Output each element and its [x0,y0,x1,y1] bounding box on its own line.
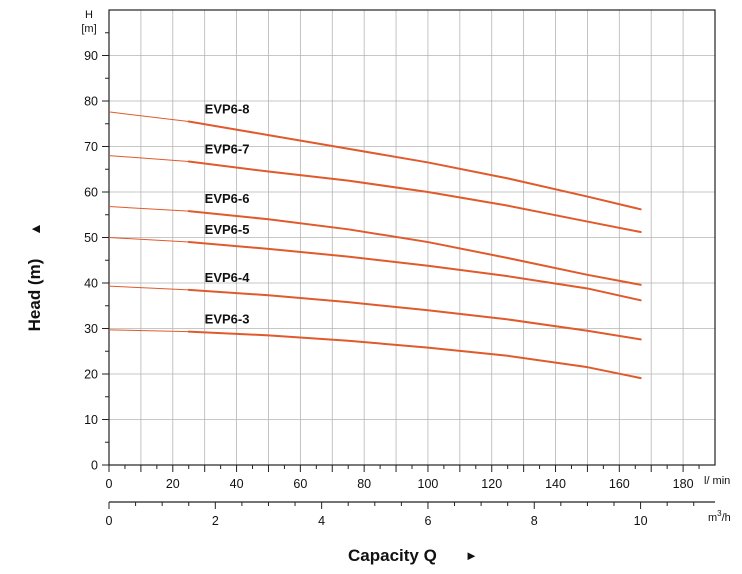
series-line [187,241,642,302]
x-axis-title: Capacity Q [348,546,437,565]
x-tick-label-lmin: 40 [230,477,244,491]
x-axis-title-arrow: ► [465,548,478,563]
series-line [187,120,642,211]
x-tick-label-lmin: 120 [481,477,502,491]
x-tick-label-lmin: 140 [545,477,566,491]
series-line-thin [108,111,189,122]
y-axis-title-arrow: ▲ [27,222,43,236]
x-tick-label-lmin: 160 [609,477,630,491]
series-line-thin [108,285,189,291]
series-line [187,330,642,380]
y-tick-label: 40 [84,277,98,291]
x-tick-label-m3h: 10 [634,514,648,528]
x-tick-label-m3h: 6 [424,514,431,528]
x-tick-label-lmin: 80 [357,477,371,491]
x-tick-label-m3h: 2 [212,514,219,528]
series-lines [108,111,642,380]
series-line [187,288,642,341]
x-tick-label-lmin: 100 [418,477,439,491]
x-tick-label-lmin: 0 [106,477,113,491]
y-unit-symbol: H [85,9,93,21]
y-tick-label: 90 [84,49,98,63]
y-tick-label: 20 [84,368,98,382]
y-tick-label: 60 [84,186,98,200]
grid [109,10,715,465]
x-unit-lmin: l/ min [704,475,730,487]
y-tick-label: 0 [91,459,98,473]
series-line-thin [108,206,189,212]
x-tick-label-m3h: 8 [531,514,538,528]
y-tick-label: 10 [84,413,98,427]
y-tick-label: 50 [84,231,98,245]
series-line-thin [108,155,189,163]
x-unit-m3h: m3/h [708,509,731,524]
x-unit-m3h-sup: 3 [717,509,722,518]
x-tick-label-m3h: 0 [106,514,113,528]
x-axis-lmin: 0 20 40 60 80 100 120 140 160 180 [106,465,700,491]
series-label: EVP6-8 [205,101,250,116]
series-labels: EVP6-8 EVP6-7 EVP6-6 EVP6-5 EVP6-4 EVP6-3 [205,101,251,326]
x-unit-m3h-base: m [708,512,717,524]
x-axis-m3h: 0 2 4 6 8 10 [106,501,715,528]
y-tick-label: 70 [84,140,98,154]
series-label: EVP6-4 [205,270,251,285]
y-unit: [m] [81,23,96,35]
series-label: EVP6-5 [205,222,250,237]
y-axis: 0 10 20 30 40 50 60 70 80 90 [84,32,109,473]
y-axis-title: Head (m) [25,259,44,332]
series-line-thin [108,329,189,333]
series-label: EVP6-6 [205,191,250,206]
x-tick-label-lmin: 20 [166,477,180,491]
y-tick-label: 30 [84,322,98,336]
x-tick-label-m3h: 4 [318,514,325,528]
x-tick-label-lmin: 60 [293,477,307,491]
x-unit-m3h-suffix: /h [722,512,731,524]
series-line-thin [108,237,189,243]
series-label: EVP6-7 [205,142,250,157]
y-tick-label: 80 [84,95,98,109]
series-label: EVP6-3 [205,312,250,327]
series-line [187,160,642,234]
series-line [187,210,642,286]
x-tick-label-lmin: 180 [673,477,694,491]
